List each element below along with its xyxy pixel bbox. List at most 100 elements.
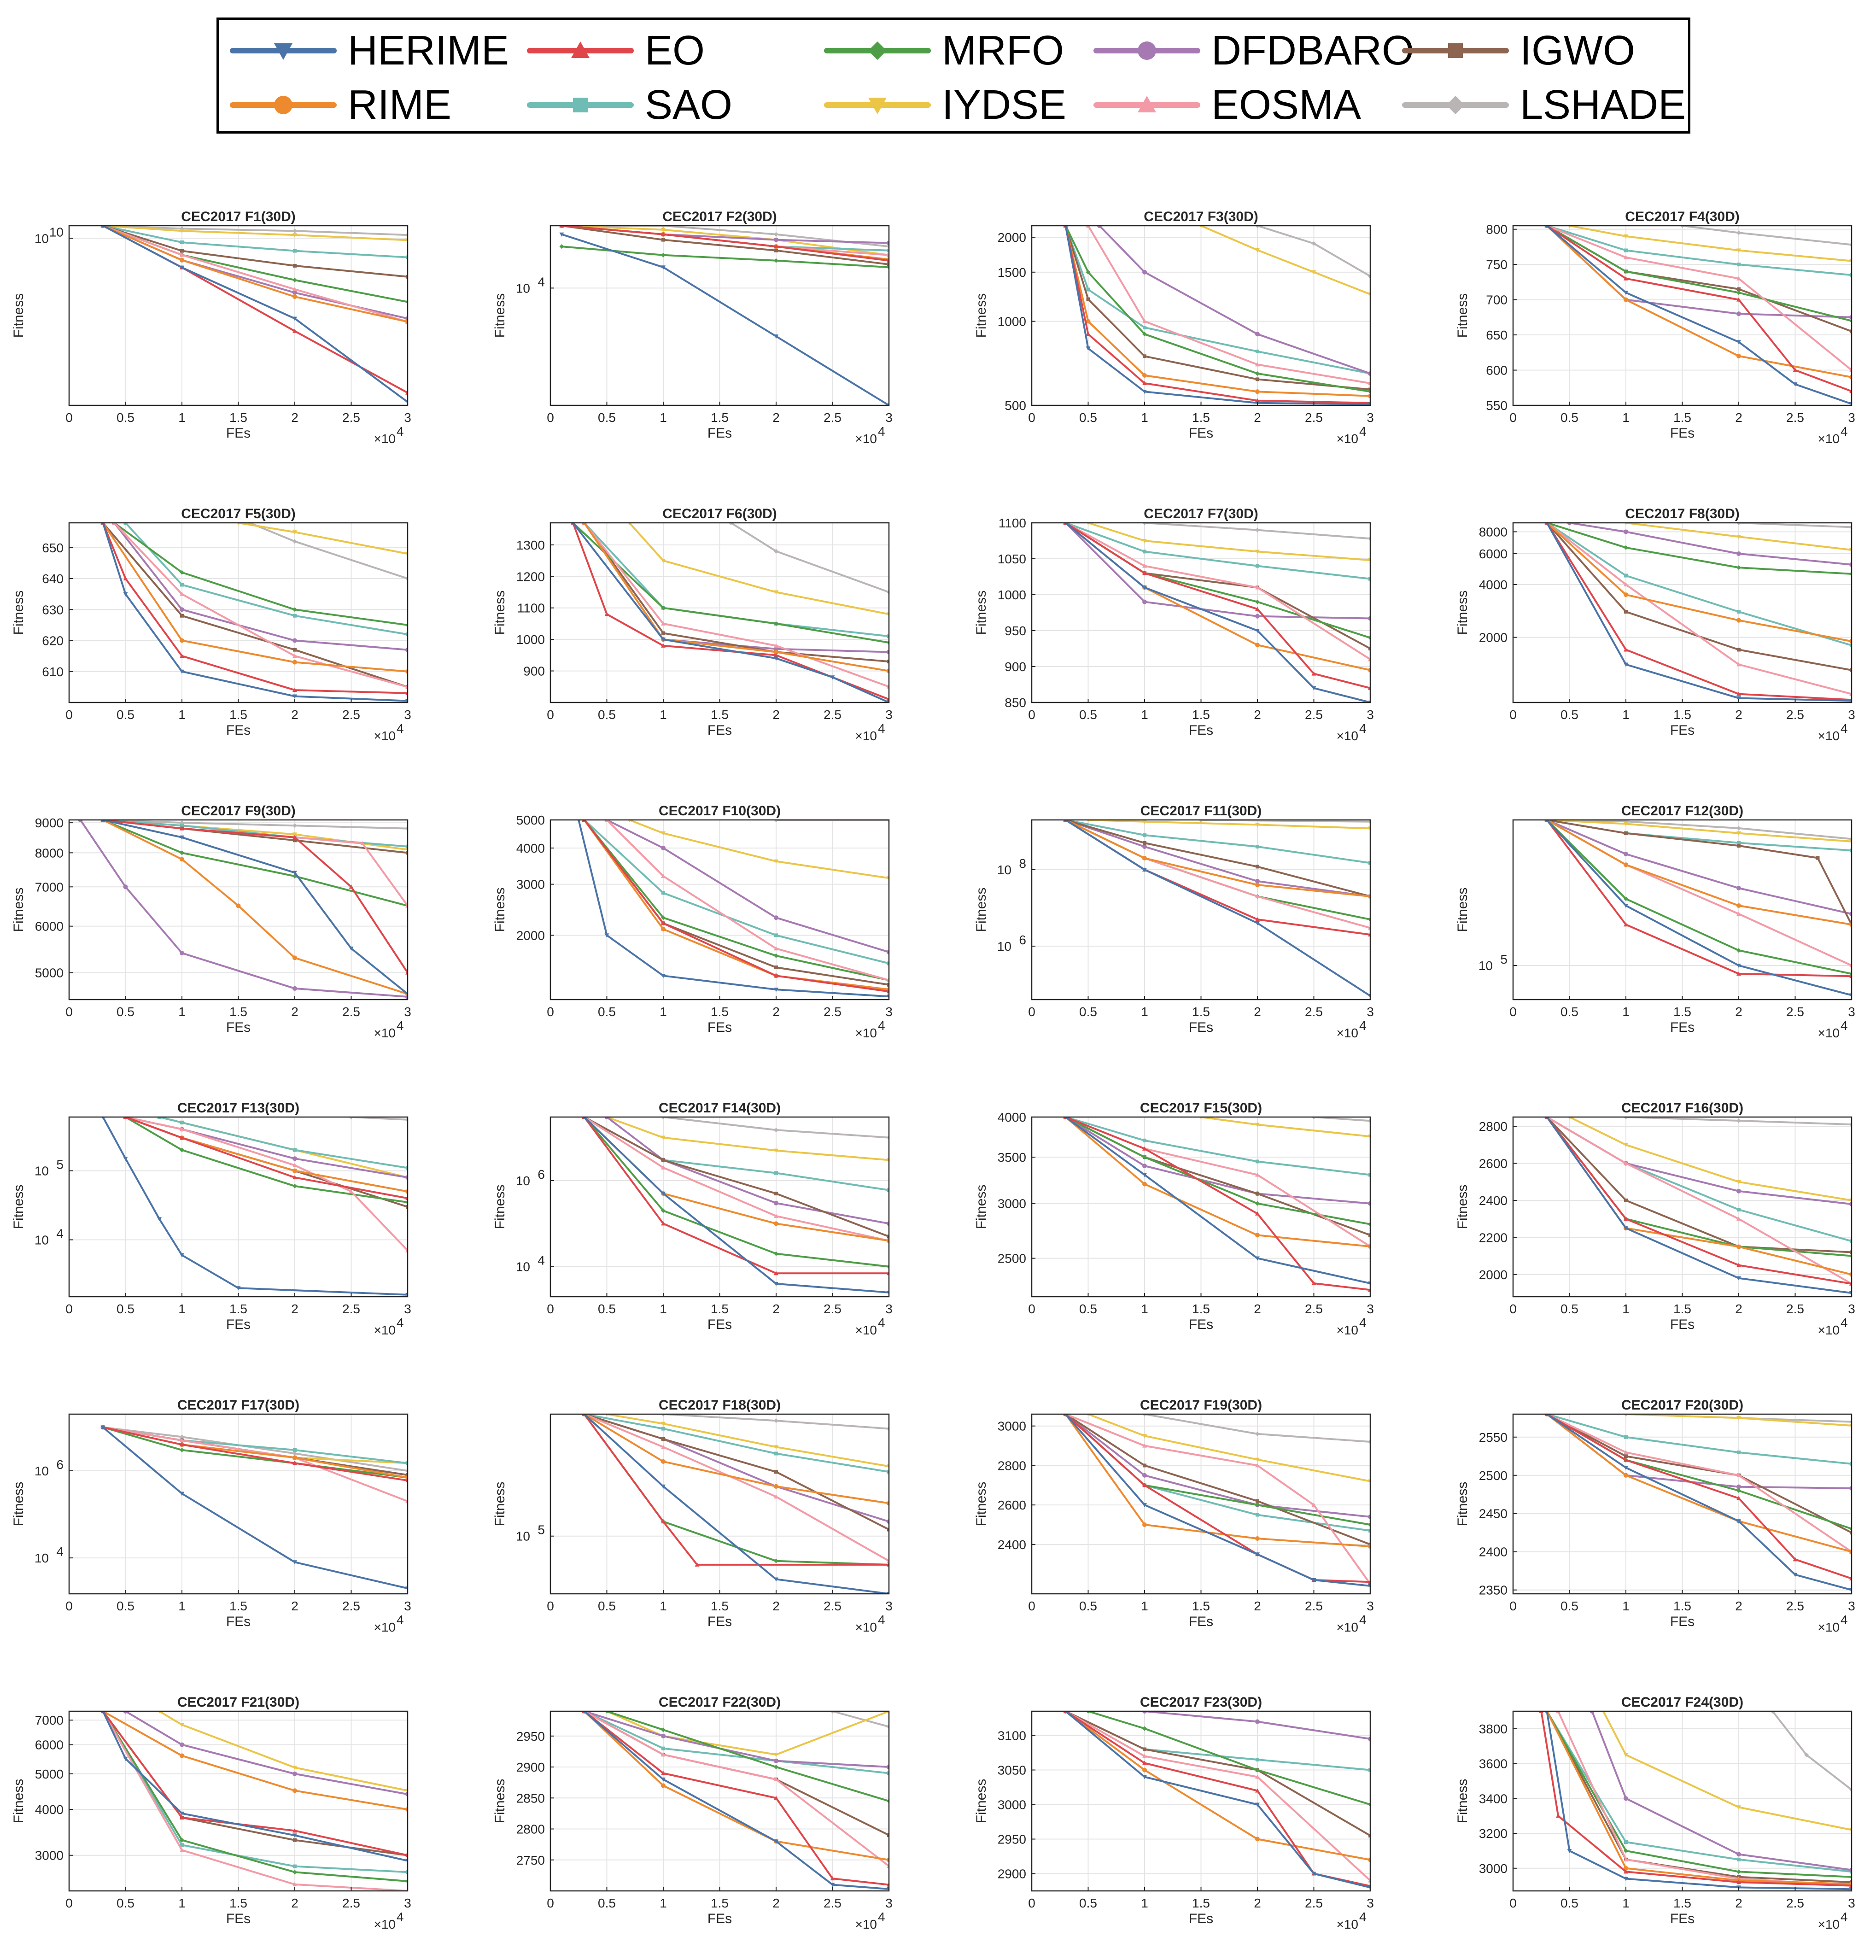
x-multiplier: ×10 <box>1818 1323 1840 1337</box>
x-tick-label: 3 <box>1848 708 1855 722</box>
data-point-herime <box>774 988 778 992</box>
data-point-sao <box>180 240 184 245</box>
data-point-lshade <box>1736 1118 1741 1123</box>
data-point-igwo <box>1143 1463 1146 1468</box>
data-point-dfdbaro <box>774 646 778 651</box>
data-point-herime <box>100 1425 105 1430</box>
y-axis-label: Fitness <box>1455 1185 1470 1229</box>
data-point-igwo <box>661 631 665 635</box>
data-point-dfdbaro <box>1624 1796 1628 1801</box>
x-multiplier-exponent: 4 <box>1359 721 1367 736</box>
series-line-eosma <box>113 523 408 688</box>
legend-label: DFDBARO <box>1211 28 1414 74</box>
data-point-eo <box>661 921 666 925</box>
legend-line-sao <box>527 98 634 112</box>
series-line-eo <box>583 820 889 993</box>
x-axis-label: FEs <box>1189 1317 1213 1332</box>
y-tick-label: 3000 <box>998 1798 1026 1812</box>
series-line-herime <box>102 1117 408 1296</box>
data-point-eosma <box>1624 582 1628 587</box>
data-point-iydse <box>1624 1143 1628 1147</box>
series-line-iydse <box>1602 1711 1852 1831</box>
data-point-lshade <box>292 1451 297 1456</box>
data-point-rime <box>1255 1837 1260 1842</box>
series-line-igwo <box>102 523 408 688</box>
data-point-mrfo <box>1736 1869 1741 1874</box>
y-tick-label: 3050 <box>998 1763 1026 1778</box>
y-tick-label: 5000 <box>35 1767 64 1781</box>
x-axis-label: FEs <box>707 723 732 738</box>
data-point-herime <box>1567 1849 1572 1853</box>
series-line-eo <box>1546 1117 1852 1285</box>
legend-label: MRFO <box>942 28 1064 74</box>
y-tick-label: 2000 <box>516 928 545 942</box>
y-tick-label: 900 <box>523 664 545 679</box>
series-line-mrfo <box>102 820 408 907</box>
y-tick-label: 10 <box>516 1174 530 1188</box>
chart-cec2017-f13-30d: CEC2017 F13(30D) 0 0.5 1 1.5 2 2.5 3 10 4 10 5 FEs Fi… <box>11 1100 411 1337</box>
series-line-eosma <box>1546 1117 1852 1285</box>
x-multiplier-exponent: 4 <box>397 424 404 439</box>
legend-line-igwo <box>1402 43 1509 58</box>
data-point-igwo <box>774 1470 778 1474</box>
x-axis-label: FEs <box>1189 1020 1213 1035</box>
x-axis-label: FEs <box>1670 1317 1695 1332</box>
y-tick-label: 1050 <box>998 552 1026 566</box>
x-multiplier-exponent: 4 <box>397 1018 404 1033</box>
data-point-igwo <box>1624 1454 1628 1458</box>
data-point-eo <box>292 328 297 333</box>
series-line-rime <box>102 1711 408 1811</box>
data-point-dfdbaro <box>292 290 297 295</box>
data-point-igwo <box>1737 843 1741 848</box>
data-point-sao <box>1256 564 1259 568</box>
grid <box>550 226 889 405</box>
data-point-rime <box>1142 855 1147 860</box>
data-point-igwo <box>1256 1192 1259 1196</box>
x-tick-label: 2.5 <box>824 1005 842 1019</box>
x-tick-label: 3 <box>1367 708 1374 722</box>
data-point-mrfo <box>1142 332 1147 337</box>
x-axis-label: FEs <box>1670 1614 1695 1629</box>
y-tick-label: 6000 <box>35 1738 64 1752</box>
chart-title: CEC2017 F12(30D) <box>1621 803 1743 819</box>
series-line-rime <box>1065 820 1370 897</box>
data-point-lshade <box>774 1418 778 1423</box>
legend-line-rime <box>230 96 337 114</box>
x-multiplier-exponent: 4 <box>878 1018 885 1033</box>
data-point-eo <box>1142 381 1147 386</box>
series-line-sao <box>1065 820 1370 864</box>
data-point-mrfo <box>292 607 297 612</box>
x-tick-label: 2.5 <box>1305 410 1323 425</box>
x-axis-label: FEs <box>1670 723 1695 738</box>
data-point-rime <box>180 638 184 643</box>
x-tick-label: 1 <box>660 1005 667 1019</box>
x-tick-label: 1.5 <box>229 1302 247 1316</box>
data-point-herime <box>774 1839 778 1844</box>
x-tick-label: 2 <box>1735 1599 1742 1613</box>
data-point-herime <box>1255 1802 1260 1807</box>
data-point-mrfo <box>661 605 666 610</box>
data-point-igwo <box>180 614 184 618</box>
y-axis-label: Fitness <box>11 1779 26 1824</box>
x-tick-label: 1 <box>178 1599 186 1613</box>
data-point-eo <box>292 1828 297 1833</box>
y-tick-label: 650 <box>1486 328 1508 342</box>
series-line-igwo <box>584 1117 889 1238</box>
x-tick-label: 0.5 <box>1079 410 1097 425</box>
data-point-herime <box>1793 1573 1798 1577</box>
x-multiplier: ×10 <box>855 729 877 743</box>
data-point-iydse <box>1736 1180 1741 1184</box>
x-tick-label: 0.5 <box>117 1302 134 1316</box>
x-tick-label: 2 <box>1254 1005 1261 1019</box>
y-tick-label: 3400 <box>1479 1791 1508 1806</box>
x-tick-label: 1 <box>1622 708 1630 722</box>
data-point-eo <box>1736 1880 1741 1884</box>
data-point-mrfo <box>559 244 564 249</box>
data-point-sao <box>1624 1840 1628 1844</box>
data-point-lshade <box>1311 241 1316 246</box>
series-line-rime <box>1065 1117 1370 1247</box>
chart-title: CEC2017 F15(30D) <box>1140 1100 1262 1116</box>
data-point-igwo <box>1256 1499 1259 1503</box>
series-line-igwo <box>1065 1711 1370 1837</box>
data-point-herime <box>1736 1519 1741 1524</box>
